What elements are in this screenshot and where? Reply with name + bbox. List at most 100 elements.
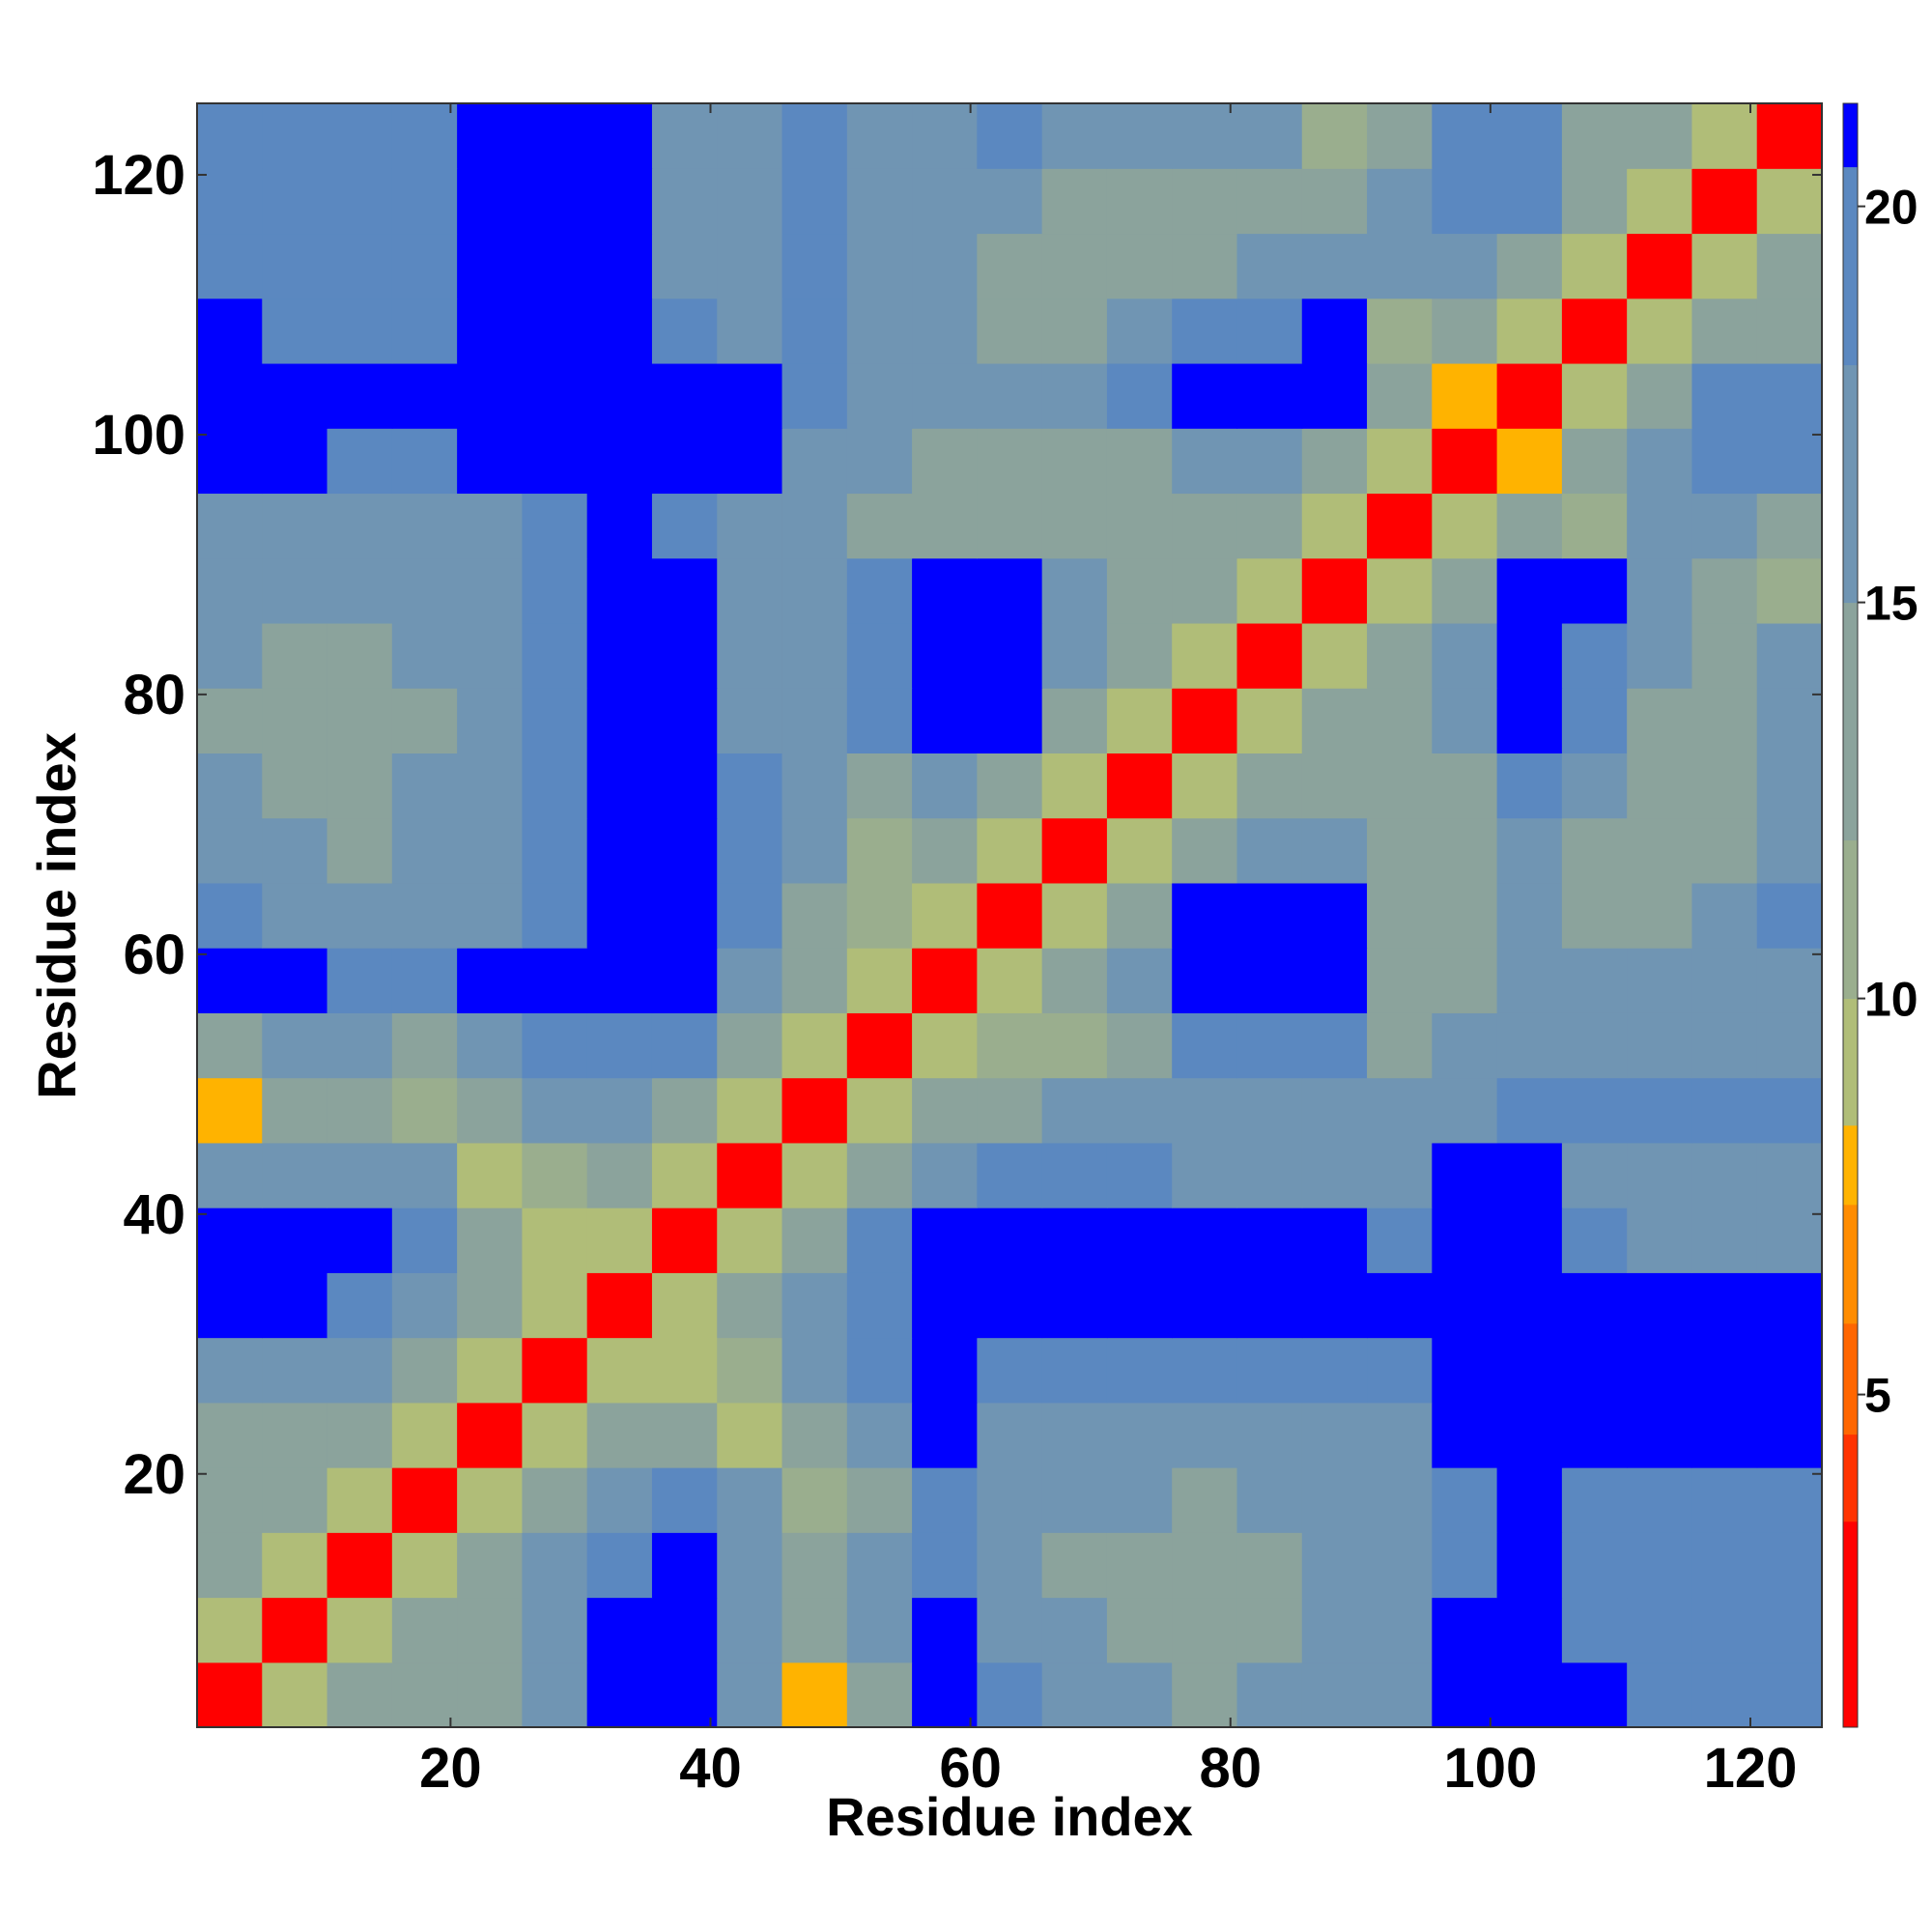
heatmap-cell	[781, 1662, 848, 1728]
heatmap-cell	[1627, 688, 1693, 753]
heatmap-cell	[327, 1337, 393, 1404]
colorbar-segment	[1843, 839, 1858, 1000]
heatmap-cell	[522, 103, 588, 169]
heatmap-cell	[912, 622, 978, 689]
heatmap-cell	[977, 622, 1043, 689]
heatmap-cell	[522, 557, 588, 624]
heatmap-cell	[977, 1662, 1043, 1728]
heatmap-cell	[1106, 1077, 1173, 1144]
heatmap-cell	[522, 622, 588, 689]
heatmap-cell	[1301, 688, 1368, 753]
heatmap-cell	[197, 1272, 263, 1339]
heatmap-cell	[1561, 1467, 1628, 1533]
heatmap-cell	[912, 1337, 978, 1404]
heatmap-cell	[1236, 298, 1303, 364]
heatmap-cell	[781, 168, 848, 235]
heatmap-cell	[651, 1142, 718, 1208]
heatmap-cell	[1106, 1402, 1173, 1468]
heatmap-cell	[717, 882, 783, 949]
heatmap-cell	[1432, 362, 1498, 429]
x-tick-label: 80	[1199, 1737, 1262, 1800]
heatmap-cell	[1756, 1662, 1823, 1728]
heatmap-cell	[1756, 428, 1823, 495]
heatmap-cell	[262, 1077, 328, 1144]
x-tick-label: 60	[939, 1737, 1002, 1800]
heatmap-cell	[651, 1662, 718, 1728]
heatmap-cell	[1301, 428, 1368, 495]
heatmap-cell	[391, 1597, 458, 1663]
heatmap-cell	[1432, 168, 1498, 235]
heatmap-cell	[1756, 882, 1823, 949]
heatmap-cell	[1432, 1532, 1498, 1599]
x-tick-label: 40	[679, 1737, 742, 1800]
heatmap-cell	[1367, 1077, 1433, 1144]
heatmap-cell	[717, 817, 783, 884]
heatmap-cell	[1301, 168, 1368, 235]
heatmap-cell	[1627, 1532, 1693, 1599]
heatmap-cell	[912, 948, 978, 1013]
heatmap-cell	[522, 753, 588, 819]
heatmap-cell	[586, 557, 653, 624]
heatmap-cell	[1432, 1662, 1498, 1728]
heatmap-cell	[197, 948, 263, 1013]
heatmap-cell	[522, 298, 588, 364]
heatmap-cell	[457, 298, 523, 364]
heatmap-cell	[262, 622, 328, 689]
heatmap-cell	[1432, 1012, 1498, 1079]
heatmap-cell	[262, 948, 328, 1013]
heatmap-cell	[522, 362, 588, 429]
heatmap-cell	[717, 1532, 783, 1599]
heatmap-cell	[1041, 1467, 1108, 1533]
heatmap-cell	[1041, 362, 1108, 429]
heatmap-cell	[846, 1142, 913, 1208]
heatmap-cell	[586, 103, 653, 169]
y-tick-label: 60	[123, 923, 185, 986]
heatmap-cell	[1561, 882, 1628, 949]
heatmap-cell	[1496, 362, 1563, 429]
heatmap-cell	[1236, 168, 1303, 235]
colorbar-segment	[1843, 1124, 1858, 1206]
heatmap-cell	[1496, 1208, 1563, 1273]
heatmap-cell	[1301, 298, 1368, 364]
heatmap-cell	[1367, 557, 1433, 624]
heatmap-cell	[1301, 1077, 1368, 1144]
heatmap-cell	[1432, 1208, 1498, 1273]
heatmap-cell	[391, 753, 458, 819]
heatmap-cell	[912, 1142, 978, 1208]
heatmap-cell	[1041, 817, 1108, 884]
heatmap-cell	[1172, 1662, 1238, 1728]
heatmap-cell	[1756, 493, 1823, 559]
heatmap-cell	[977, 1467, 1043, 1533]
heatmap-cell	[1432, 1077, 1498, 1144]
heatmap-cell	[262, 882, 328, 949]
heatmap-cell	[781, 817, 848, 884]
heatmap-cell	[586, 1272, 653, 1339]
heatmap-cell	[327, 233, 393, 299]
heatmap-cell	[457, 362, 523, 429]
heatmap-cell	[1691, 622, 1758, 689]
heatmap-cell	[1561, 948, 1628, 1013]
heatmap-cell	[1432, 493, 1498, 559]
heatmap-cell	[846, 557, 913, 624]
y-tick-label: 100	[92, 404, 185, 467]
heatmap-cell	[1432, 688, 1498, 753]
heatmap-cell	[1367, 1142, 1433, 1208]
heatmap-cell	[457, 1012, 523, 1079]
heatmap-cell	[1496, 1272, 1563, 1339]
heatmap-cell	[1106, 168, 1173, 235]
heatmap-cell	[522, 688, 588, 753]
heatmap-cell	[586, 168, 653, 235]
heatmap-cell	[1106, 753, 1173, 819]
heatmap-cell	[977, 103, 1043, 169]
heatmap-cell	[912, 298, 978, 364]
heatmap-cell	[912, 688, 978, 753]
heatmap-cell	[1561, 753, 1628, 819]
heatmap-cell	[262, 1208, 328, 1273]
heatmap-cell	[457, 493, 523, 559]
heatmap-cell	[1172, 753, 1238, 819]
heatmap-cell	[197, 817, 263, 884]
heatmap-cell	[327, 753, 393, 819]
heatmap-cell	[651, 1532, 718, 1599]
heatmap-cell	[586, 1208, 653, 1273]
heatmap-cell	[197, 688, 263, 753]
